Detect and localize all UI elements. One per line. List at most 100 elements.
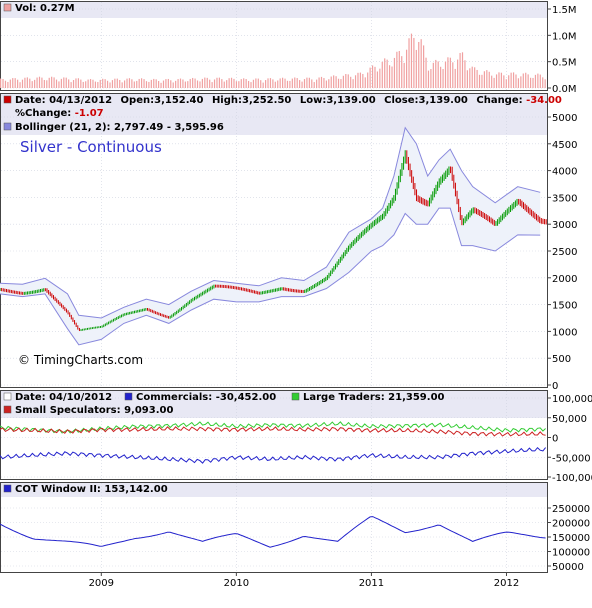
volume-bar (87, 79, 89, 88)
volume-bar (291, 78, 293, 88)
volume-bar (77, 78, 79, 88)
volume-bar (488, 71, 490, 88)
volume-bar (184, 81, 186, 88)
volume-bar (527, 74, 529, 88)
y-tick-label: 0 (552, 381, 558, 392)
volume-bar (85, 81, 87, 88)
volume-bar (109, 82, 111, 88)
volume-bar (447, 57, 449, 88)
y-tick-label: 2500 (552, 247, 577, 258)
volume-bar (63, 77, 65, 88)
volume-bar (189, 78, 191, 88)
volume-bar (454, 68, 456, 88)
legend-pct-value: -1.07 (75, 108, 104, 119)
commercials-swatch (124, 392, 133, 401)
volume-bar (379, 68, 381, 88)
volume-bar (437, 61, 439, 88)
volume-bar (126, 78, 128, 88)
volume-bar (36, 77, 38, 88)
volume-bar (444, 61, 447, 88)
volume-bar (420, 39, 422, 88)
y-tick-label: 0.0M (552, 84, 577, 95)
volume-bar (123, 80, 126, 88)
volume-bar (337, 78, 340, 88)
volume-bar (46, 80, 48, 88)
volume-bar (187, 81, 189, 88)
volume-bar (111, 80, 114, 88)
volume-bar (325, 80, 327, 88)
volume-bar (228, 78, 230, 88)
volume-bar (508, 75, 510, 88)
volume-bar (70, 82, 72, 88)
volume-bar (196, 80, 199, 88)
volume-bar (347, 74, 349, 88)
volume-bar (128, 78, 131, 88)
volume-bar (529, 77, 532, 88)
volume-bar (175, 80, 177, 88)
y-tick-label: 2000 (552, 274, 577, 285)
volume-bar (367, 72, 369, 88)
y-tick-label: 3000 (552, 220, 577, 231)
volume-bar (388, 65, 391, 88)
volume-bar (274, 81, 276, 88)
volume-bar (238, 81, 240, 88)
volume-bar (313, 82, 315, 88)
volume-bar (486, 70, 488, 88)
volume-bar (60, 78, 62, 88)
volume-bar (255, 78, 257, 88)
volume-bar (143, 79, 145, 88)
volume-bar (133, 81, 135, 88)
y-tick-label: 1.0M (552, 31, 577, 42)
legend-pct-label: %Change: (15, 108, 71, 119)
volume-bar (216, 77, 218, 88)
volume-bar (106, 80, 109, 88)
volume-bar (72, 80, 75, 88)
volume-bar (464, 60, 466, 88)
volume-bar (532, 77, 534, 88)
volume-bar (82, 81, 84, 88)
volume-bar (102, 78, 104, 88)
volume-bar (342, 75, 344, 88)
volume-bar (211, 82, 213, 88)
volume-bar (423, 45, 425, 88)
volume-bar (150, 79, 152, 88)
volume-bar (43, 79, 45, 88)
volume-bar (223, 81, 225, 88)
volume-bar (230, 77, 233, 88)
volume-bar (226, 80, 228, 88)
volume-bar (517, 78, 520, 88)
volume-bar (235, 81, 238, 88)
volume-bar (354, 75, 357, 88)
volume-bar (308, 77, 310, 88)
volume-bar (155, 79, 157, 88)
volume-bar (148, 81, 150, 88)
volume-bar (362, 73, 364, 88)
volume-bar (544, 79, 546, 88)
volume-bar (9, 79, 11, 88)
volume-bar (260, 80, 262, 88)
volume-bar (391, 66, 393, 88)
volume-bar (31, 81, 33, 88)
volume-bar (340, 79, 342, 88)
x-tick-label: 2011 (359, 578, 384, 589)
volume-bar (160, 82, 162, 88)
volume-bar (284, 78, 286, 88)
volume-bar (209, 79, 211, 88)
volume-bar (328, 79, 330, 88)
volume-bar (167, 78, 169, 88)
y-tick-label: 1.5M (552, 5, 577, 16)
volume-bar (289, 80, 291, 88)
cot-legend-large: Large Traders: 21,359.00 (303, 392, 445, 403)
volume-bar (19, 82, 21, 88)
volume-bar (498, 72, 500, 88)
volume-bar (296, 78, 298, 88)
volume-bar (320, 76, 323, 88)
large-traders-swatch (291, 392, 300, 401)
volume-bar (206, 77, 208, 88)
y-tick-label: 250000 (552, 504, 590, 515)
volume-bar (24, 77, 26, 88)
volume-bar (243, 78, 245, 88)
volume-bar (371, 65, 374, 88)
volume-bar (34, 79, 36, 88)
